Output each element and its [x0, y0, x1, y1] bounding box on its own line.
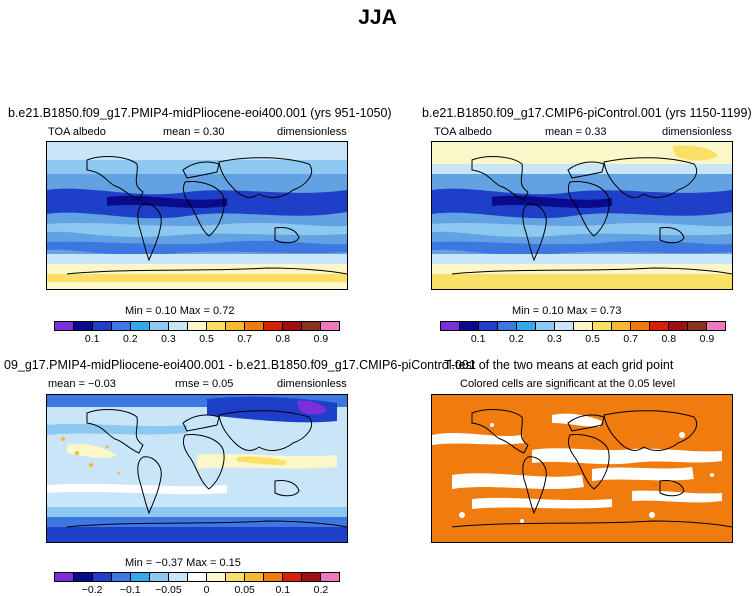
colorbar-tick-label: 0.2	[313, 584, 329, 596]
colorbar-tick-label: 0.7	[623, 333, 638, 345]
colorbar-swatch	[74, 322, 93, 330]
colorbar-tick-label: 0.9	[699, 333, 715, 345]
colorbar-swatch	[536, 322, 555, 330]
colorbar-swatch	[321, 322, 339, 330]
panel-3-title: 09_g17.PMIP4-midPliocene-eoi400.001 - b.…	[4, 358, 476, 372]
colorbar-swatch	[302, 322, 321, 330]
colorbar-swatch	[188, 322, 207, 330]
colorbar-swatch	[93, 573, 112, 581]
colorbar-tick-label: 0.1	[275, 584, 291, 596]
panel-2-title: b.e21.B1850.f09_g17.CMIP6-piControl.001 …	[422, 106, 752, 120]
panel-4-title: T-test of the two means at each grid poi…	[444, 358, 674, 372]
colorbar-swatch	[150, 573, 169, 581]
colorbar-tick-label: −0.2	[81, 584, 103, 596]
colorbar-swatch	[150, 322, 169, 330]
panel-3-mean: mean = −0.03	[48, 378, 116, 390]
panel-2-colorbar: 0.1 0.2 0.3 0.5 0.7 0.8 0.9	[440, 321, 726, 345]
colorbar-swatch	[669, 322, 688, 330]
colorbar-tick-label: 0.05	[234, 584, 255, 596]
panel-4-map	[431, 394, 733, 543]
colorbar-swatch	[707, 322, 725, 330]
colorbar-swatch	[302, 573, 321, 581]
colorbar-tick-label: 0.7	[237, 333, 252, 345]
panel-2-mean: mean = 0.33	[545, 126, 607, 138]
colorbar-tick-label: 0.8	[661, 333, 677, 345]
panel-3-map	[46, 394, 348, 543]
colorbar-swatch	[517, 322, 536, 330]
colorbar-tick-label: 0.9	[313, 333, 329, 345]
colorbar-swatch	[207, 573, 226, 581]
colorbar-swatch	[283, 573, 302, 581]
colorbar-swatch	[650, 322, 669, 330]
colorbar-swatch	[55, 573, 74, 581]
colorbar-swatch	[264, 573, 283, 581]
colorbar-swatch	[131, 322, 150, 330]
colorbar-swatch	[498, 322, 517, 330]
panel-3-minmax: Min = −0.37 Max = 0.15	[125, 557, 241, 569]
panel-1-title: b.e21.B1850.f09_g17.PMIP4-midPliocene-eo…	[8, 106, 392, 120]
colorbar-swatch	[55, 322, 74, 330]
colorbar-tick-label: 0.3	[161, 333, 176, 345]
colorbar-swatch	[321, 573, 339, 581]
colorbar-tick-label: 0.2	[122, 333, 138, 345]
panel-2-units: dimensionless	[662, 126, 732, 138]
colorbar-tick-label: 0.8	[275, 333, 291, 345]
panel-2-minmax: Min = 0.10 Max = 0.73	[512, 305, 622, 317]
colorbar-swatch	[112, 322, 131, 330]
panel-2-variable: TOA albedo	[434, 126, 492, 138]
colorbar-swatch	[612, 322, 631, 330]
colorbar-tick-label: 0.1	[84, 333, 100, 345]
panel-1-minmax: Min = 0.10 Max = 0.72	[125, 305, 235, 317]
colorbar-swatch	[188, 573, 207, 581]
colorbar-tick-label: −0.1	[119, 584, 141, 596]
colorbar-tick-label: 0.1	[470, 333, 486, 345]
colorbar-swatch	[688, 322, 707, 330]
colorbar-swatch	[441, 322, 460, 330]
panel-1-mean: mean = 0.30	[163, 126, 225, 138]
panel-3-colorbar: −0.2 −0.1 −0.05 0 0.05 0.1 0.2	[54, 572, 340, 596]
colorbar-swatch	[555, 322, 574, 330]
colorbar-swatch	[169, 573, 188, 581]
colorbar-swatch	[245, 573, 264, 581]
panel-2-map	[431, 141, 733, 290]
figure-title: JJA	[358, 6, 397, 29]
panel-3-units: dimensionless	[277, 378, 347, 390]
colorbar-swatch	[264, 322, 283, 330]
colorbar-swatch	[93, 322, 112, 330]
colorbar-swatch	[131, 573, 150, 581]
colorbar-swatch	[226, 573, 245, 581]
panel-1-units: dimensionless	[277, 126, 347, 138]
colorbar-swatch	[283, 322, 302, 330]
colorbar-swatch	[245, 322, 264, 330]
colorbar-swatch	[226, 322, 245, 330]
colorbar-swatch	[479, 322, 498, 330]
colorbar-swatch	[112, 573, 131, 581]
panel-1-map	[46, 141, 348, 290]
panel-1-colorbar: 0.1 0.2 0.3 0.5 0.7 0.8 0.9	[54, 321, 340, 345]
colorbar-swatch	[207, 322, 226, 330]
colorbar-swatch	[631, 322, 650, 330]
colorbar-swatch	[169, 322, 188, 330]
panel-3-rmse: rmse = 0.05	[175, 378, 234, 390]
colorbar-tick-label: 0.3	[547, 333, 562, 345]
colorbar-tick-label: −0.05	[155, 584, 182, 596]
colorbar-swatch	[593, 322, 612, 330]
colorbar-swatch	[574, 322, 593, 330]
colorbar-tick-label: 0.5	[199, 333, 214, 345]
colorbar-swatch	[74, 573, 93, 581]
panel-1-variable: TOA albedo	[48, 126, 106, 138]
colorbar-tick-label: 0.5	[585, 333, 600, 345]
colorbar-tick-label: 0.2	[508, 333, 524, 345]
colorbar-tick-label: 0	[203, 584, 210, 596]
panel-4-subtitle: Colored cells are significant at the 0.0…	[460, 378, 676, 390]
colorbar-swatch	[460, 322, 479, 330]
